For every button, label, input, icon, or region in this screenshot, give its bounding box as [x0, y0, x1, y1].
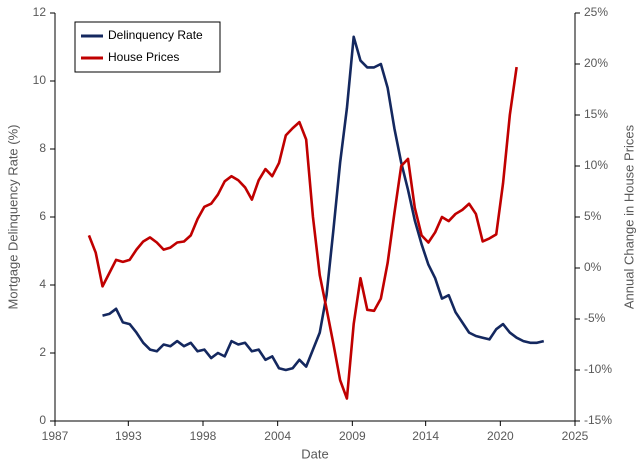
x-tick-label: 2020	[487, 429, 514, 443]
y-tick-label: 2	[39, 345, 46, 359]
y2-tick-label: 25%	[584, 5, 608, 19]
series-line	[102, 35, 545, 372]
legend-label: Delinquency Rate	[108, 28, 203, 42]
legend-label: House Prices	[108, 50, 179, 64]
y-tick-label: 6	[39, 209, 46, 223]
y-axis-label: Mortgage Delinquency Rate (%)	[5, 125, 20, 310]
y-tick-label: 0	[39, 413, 46, 427]
y2-tick-label: 15%	[584, 107, 608, 121]
y2-tick-label: -10%	[584, 362, 612, 376]
y2-tick-label: 20%	[584, 56, 608, 70]
x-axis-label: Date	[301, 446, 328, 461]
x-tick-label: 2014	[412, 429, 439, 443]
x-tick-label: 1987	[42, 429, 69, 443]
x-tick-label: 2025	[562, 429, 589, 443]
y2-tick-label: -15%	[584, 413, 612, 427]
y2-tick-label: 10%	[584, 158, 608, 172]
y-tick-label: 10	[33, 73, 47, 87]
x-tick-label: 1998	[190, 429, 217, 443]
y2-axis-label: Annual Change in House Prices	[621, 124, 636, 309]
series-line	[87, 66, 518, 400]
y-tick-label: 4	[39, 277, 46, 291]
x-tick-label: 1993	[115, 429, 142, 443]
y2-tick-label: -5%	[584, 311, 606, 325]
x-tick-label: 2009	[339, 429, 366, 443]
legend-box	[74, 21, 221, 73]
y-tick-label: 8	[39, 141, 46, 155]
y2-tick-label: 5%	[584, 209, 602, 223]
x-tick-label: 2004	[264, 429, 291, 443]
y2-tick-label: 0%	[584, 260, 602, 274]
y-tick-label: 12	[33, 5, 47, 19]
